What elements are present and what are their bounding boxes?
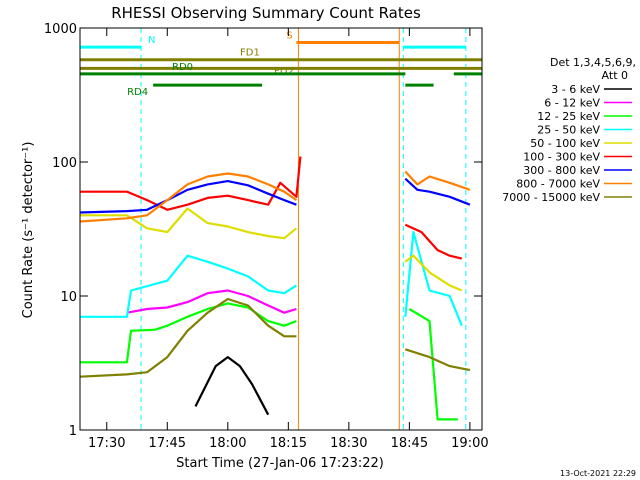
plot-layer: N S FD1 FD2 RD0 RD4 xyxy=(79,28,482,430)
series-line-2-0-1 xyxy=(408,308,458,421)
series-line-0-0-0 xyxy=(194,356,270,416)
series-line-5-0-0 xyxy=(80,156,302,211)
chart-title: RHESSI Observing Summary Count Rates xyxy=(111,4,421,22)
state-label-rd0: RD0 xyxy=(172,62,193,73)
x-tick-label-5: 18:45 xyxy=(391,436,428,451)
y-tick-label-1: 10 xyxy=(60,290,77,305)
series-line-6-0-1 xyxy=(404,177,471,206)
legend-label-2: 12 - 25 keV xyxy=(537,110,600,123)
state-label-rd4: RD4 xyxy=(127,87,148,98)
series-line-7-0-1 xyxy=(404,170,471,191)
legend-label-5: 100 - 300 keV xyxy=(523,151,600,164)
series-line-8-0-1 xyxy=(404,348,471,372)
x-tick-label-2: 18:00 xyxy=(209,436,246,451)
y-tick-label-3: 1000 xyxy=(44,22,77,37)
series-line-1-0-0 xyxy=(126,289,297,314)
state-label-fd2: FD2 xyxy=(274,66,294,77)
series-line-4-0-0 xyxy=(80,207,298,240)
y-tick-label-0: 1 xyxy=(69,424,77,439)
footer-date: 13-Oct-2021 22:29 xyxy=(560,469,636,478)
series-line-3-0-0 xyxy=(80,254,297,318)
series-line-8-0-0 xyxy=(79,297,297,378)
series-line-4-0-1 xyxy=(404,254,463,292)
state-label-n: N xyxy=(148,35,155,46)
legend-label-3: 25 - 50 keV xyxy=(537,124,600,137)
legend-label-6: 300 - 800 keV xyxy=(523,164,600,177)
legend-label-0: 3 - 6 keV xyxy=(551,83,600,96)
x-tick-label-0: 17:30 xyxy=(88,436,125,451)
x-tick-label-6: 19:00 xyxy=(451,436,488,451)
series-line-3-0-1 xyxy=(404,231,463,327)
legend-label-1: 6 - 12 keV xyxy=(544,97,600,110)
y-tick-label-2: 100 xyxy=(52,156,77,171)
x-axis-label: Start Time (27-Jan-06 17:23:22) xyxy=(176,456,384,471)
legend-label-7: 800 - 7000 keV xyxy=(516,178,600,191)
series-line-2-0-0 xyxy=(80,302,297,364)
legend-label-8: 7000 - 15000 keV xyxy=(502,191,600,204)
state-label-fd1: FD1 xyxy=(240,48,260,59)
plot-frame xyxy=(79,27,483,431)
state-label-s: S xyxy=(286,30,292,41)
x-tick-label-1: 17:45 xyxy=(149,436,186,451)
y-axis-label: Count Rate (s⁻¹ detector⁻¹) xyxy=(21,142,36,319)
series-line-6-0-0 xyxy=(79,180,297,214)
axis-layer: 17:30 17:45 18:00 18:15 18:30 18:45 19:00 1 10 10… xyxy=(44,22,489,451)
legend-label-4: 50 - 100 keV xyxy=(530,137,600,150)
series-line-7-0-0 xyxy=(79,172,298,223)
legend-header-line-1: Det 1,3,4,5,6,9, xyxy=(550,56,636,69)
series-line-5-0-1 xyxy=(404,223,463,260)
x-tick-label-3: 18:15 xyxy=(270,436,307,451)
x-tick-label-4: 18:30 xyxy=(330,436,367,451)
legend-header-line-2: Att 0 xyxy=(602,69,628,82)
